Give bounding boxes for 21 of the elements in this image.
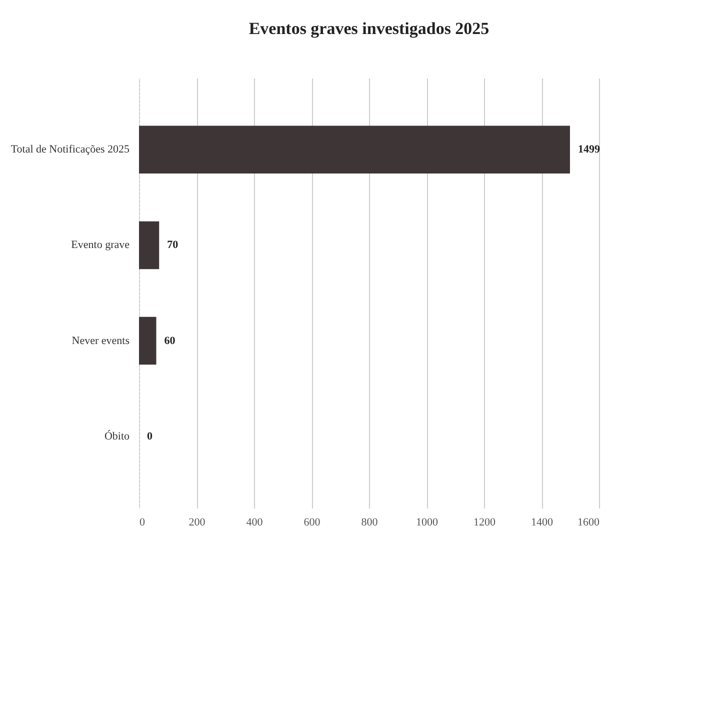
- x-tick-label: 800: [361, 516, 378, 528]
- y-tick-label: Total de Notificações 2025: [10, 144, 130, 156]
- data-label: 60: [164, 334, 176, 347]
- bar: [139, 316, 156, 365]
- y-tick-label: Evento grave: [71, 239, 130, 252]
- x-tick-label: 200: [188, 516, 206, 528]
- x-tick-label: 0: [140, 516, 146, 528]
- data-label: 70: [167, 239, 179, 252]
- x-tick-label: 1600: [578, 516, 600, 528]
- bar: [139, 221, 160, 270]
- x-tick-label: 1000: [416, 516, 438, 528]
- data-label: 1499: [578, 144, 600, 156]
- y-tick-label: Never events: [72, 334, 130, 347]
- x-tick-label: 400: [246, 516, 264, 528]
- y-tick-label: Óbito: [104, 429, 130, 442]
- bar: [139, 126, 570, 174]
- x-tick-label: 1200: [474, 516, 496, 528]
- data-label: 0: [147, 430, 153, 442]
- x-tick-label: 600: [304, 516, 321, 528]
- x-tick-label: 1400: [531, 516, 554, 528]
- chart-title: Eventos graves investigados 2025: [248, 19, 490, 38]
